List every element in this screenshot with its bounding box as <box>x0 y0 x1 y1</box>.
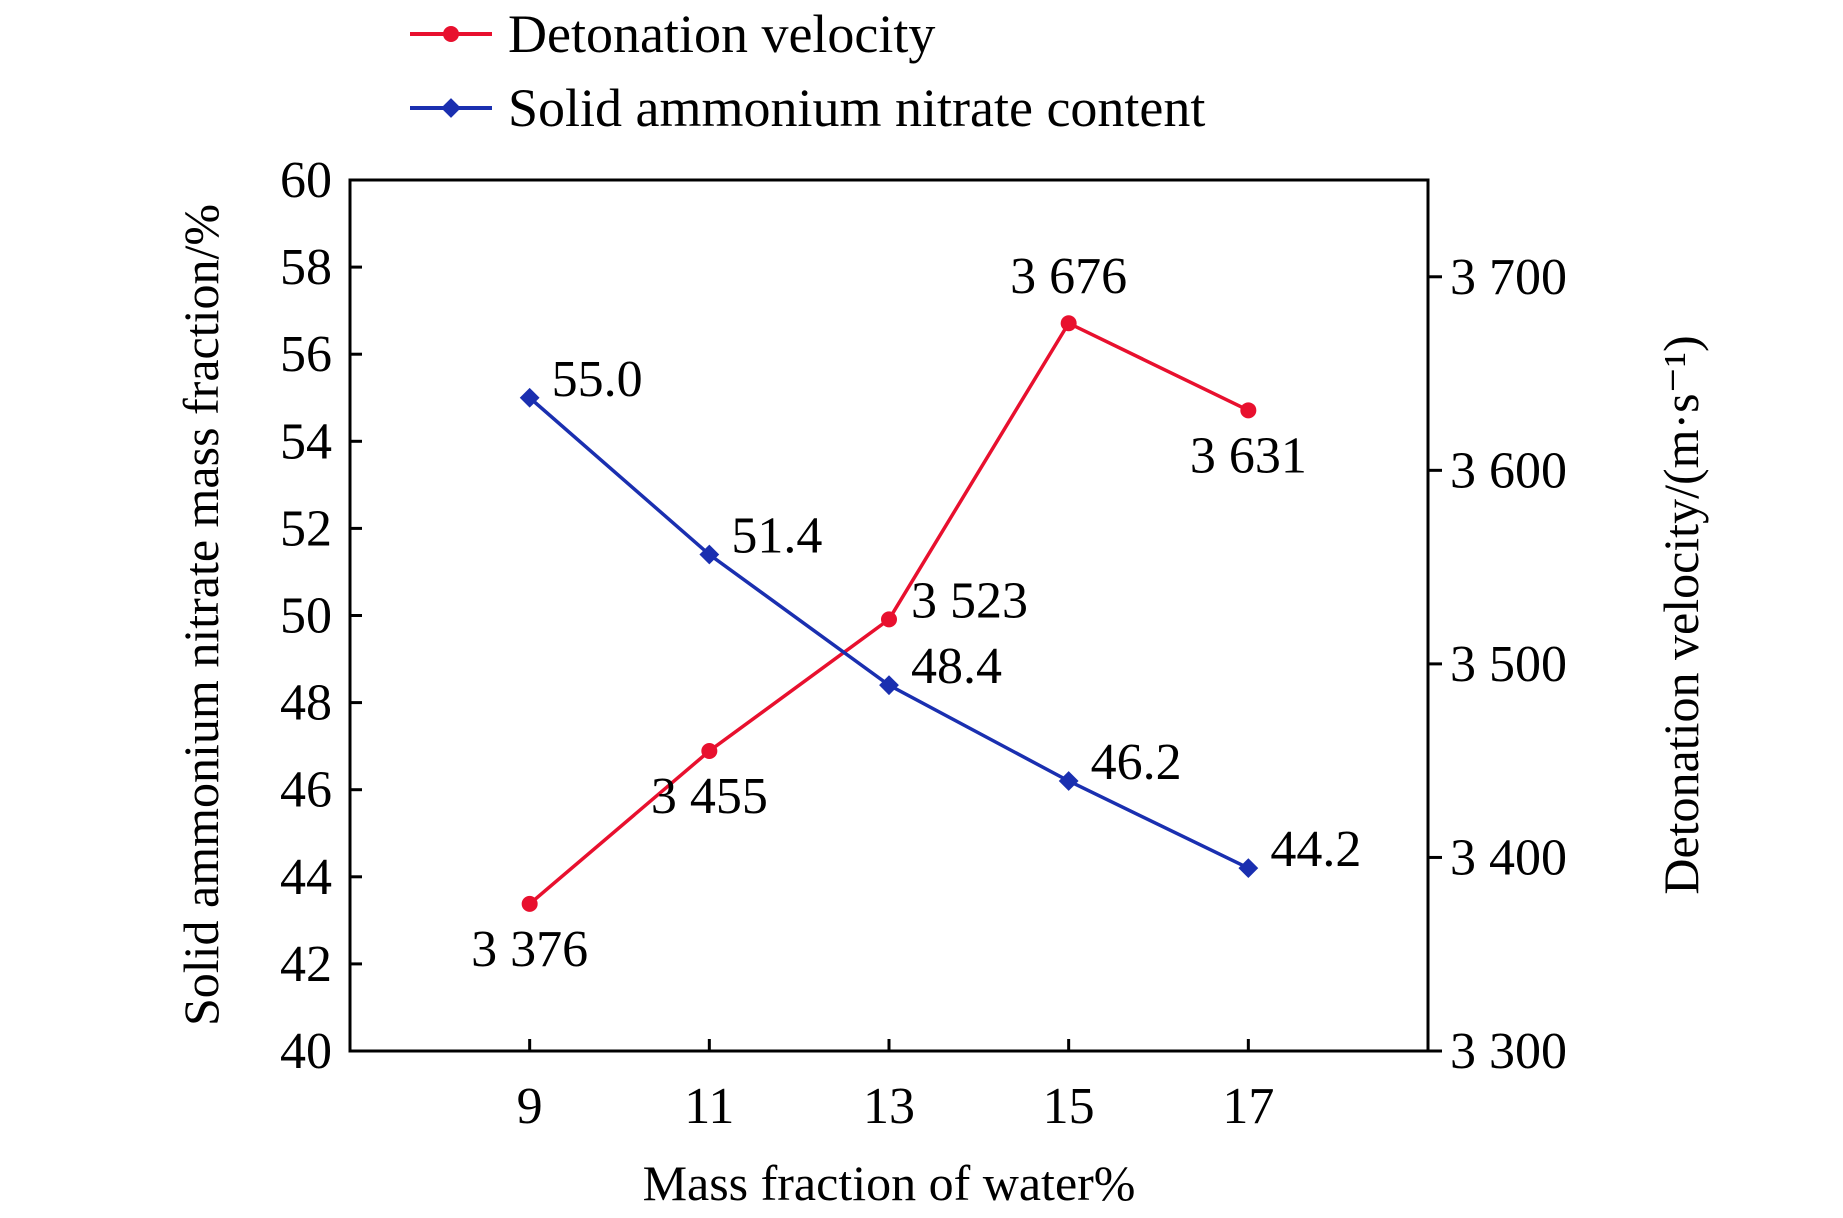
data-point <box>1240 402 1257 419</box>
legend-label-detonation-velocity: Detonation velocity <box>508 4 935 64</box>
x-tick-label: 13 <box>863 1078 915 1135</box>
x-tick-label: 15 <box>1043 1078 1095 1135</box>
series-line-solid-ammonium-nitrate-content <box>528 396 1250 870</box>
series-solid-ammonium-nitrate-content: 55.0 51.4 48.4 46.2 44.2 <box>519 351 1361 878</box>
y-left-tick-label: 48 <box>280 675 332 732</box>
legend-marker-detonation-velocity <box>443 26 459 42</box>
data-label: 3 455 <box>651 768 768 825</box>
data-label: 48.4 <box>911 638 1002 695</box>
y-right-tick-label: 3 700 <box>1450 249 1567 306</box>
y-right-tick-label: 3 500 <box>1450 636 1567 693</box>
y-left-tick-label: 56 <box>280 326 332 383</box>
x-axis-label: Mass fraction of water% <box>643 1155 1136 1211</box>
y-left-tick-label: 58 <box>280 239 332 296</box>
data-point <box>1060 315 1077 332</box>
y-right-tick-label: 3 400 <box>1450 829 1567 886</box>
data-point <box>879 675 899 696</box>
legend-label-solid-an-content: Solid ammonium nitrate content <box>508 78 1205 138</box>
data-point <box>881 611 897 628</box>
x-tick-label: 9 <box>517 1078 543 1135</box>
legend: Detonation velocity Solid ammonium nitra… <box>410 4 1205 138</box>
y-axis-right-ticks: 3 300 3 400 3 500 3 600 3 700 <box>1428 249 1567 1080</box>
x-axis-ticks: 9 11 13 15 17 <box>517 1039 1274 1135</box>
y-right-tick-label: 3 300 <box>1450 1023 1567 1080</box>
data-point <box>521 895 538 912</box>
y-left-tick-label: 50 <box>280 588 332 645</box>
data-label: 3 376 <box>471 921 588 978</box>
data-point <box>699 544 720 565</box>
y-left-tick-label: 40 <box>280 1023 332 1080</box>
data-label: 3 631 <box>1190 427 1307 484</box>
data-label: 3 676 <box>1010 248 1127 305</box>
legend-marker-solid-an-content <box>441 98 461 118</box>
data-label: 44.2 <box>1270 821 1361 878</box>
data-point <box>701 742 718 759</box>
data-label: 55.0 <box>552 351 643 408</box>
y-right-tick-label: 3 600 <box>1450 442 1567 499</box>
data-point <box>1058 771 1079 791</box>
data-point <box>1238 858 1259 878</box>
y-left-tick-label: 60 <box>280 152 332 209</box>
data-label: 51.4 <box>731 508 822 565</box>
data-label: 46.2 <box>1091 734 1182 791</box>
y-axis-right-label: Detonation velocity/(m·s⁻¹) <box>1653 335 1709 894</box>
y-axis-left-label: Solid ammonium nitrate mass fraction/% <box>173 204 229 1026</box>
data-point <box>519 387 540 408</box>
y-axis-left-ticks: 40 42 44 46 48 50 52 54 56 58 60 <box>280 152 362 1080</box>
x-tick-label: 17 <box>1222 1078 1274 1135</box>
data-label: 3 523 <box>911 572 1028 629</box>
series-detonation-velocity: 3 376 3 455 3 523 3 676 3 631 <box>471 248 1307 978</box>
series-layer: 3 376 3 455 3 523 3 676 3 631 55.0 51.4 48.4 46.… <box>471 248 1361 978</box>
y-left-tick-label: 54 <box>280 413 332 470</box>
x-tick-label: 11 <box>684 1078 734 1135</box>
y-left-tick-label: 42 <box>280 936 332 993</box>
y-left-tick-label: 52 <box>280 500 332 557</box>
y-left-tick-label: 46 <box>280 762 332 819</box>
y-left-tick-label: 44 <box>280 849 332 906</box>
